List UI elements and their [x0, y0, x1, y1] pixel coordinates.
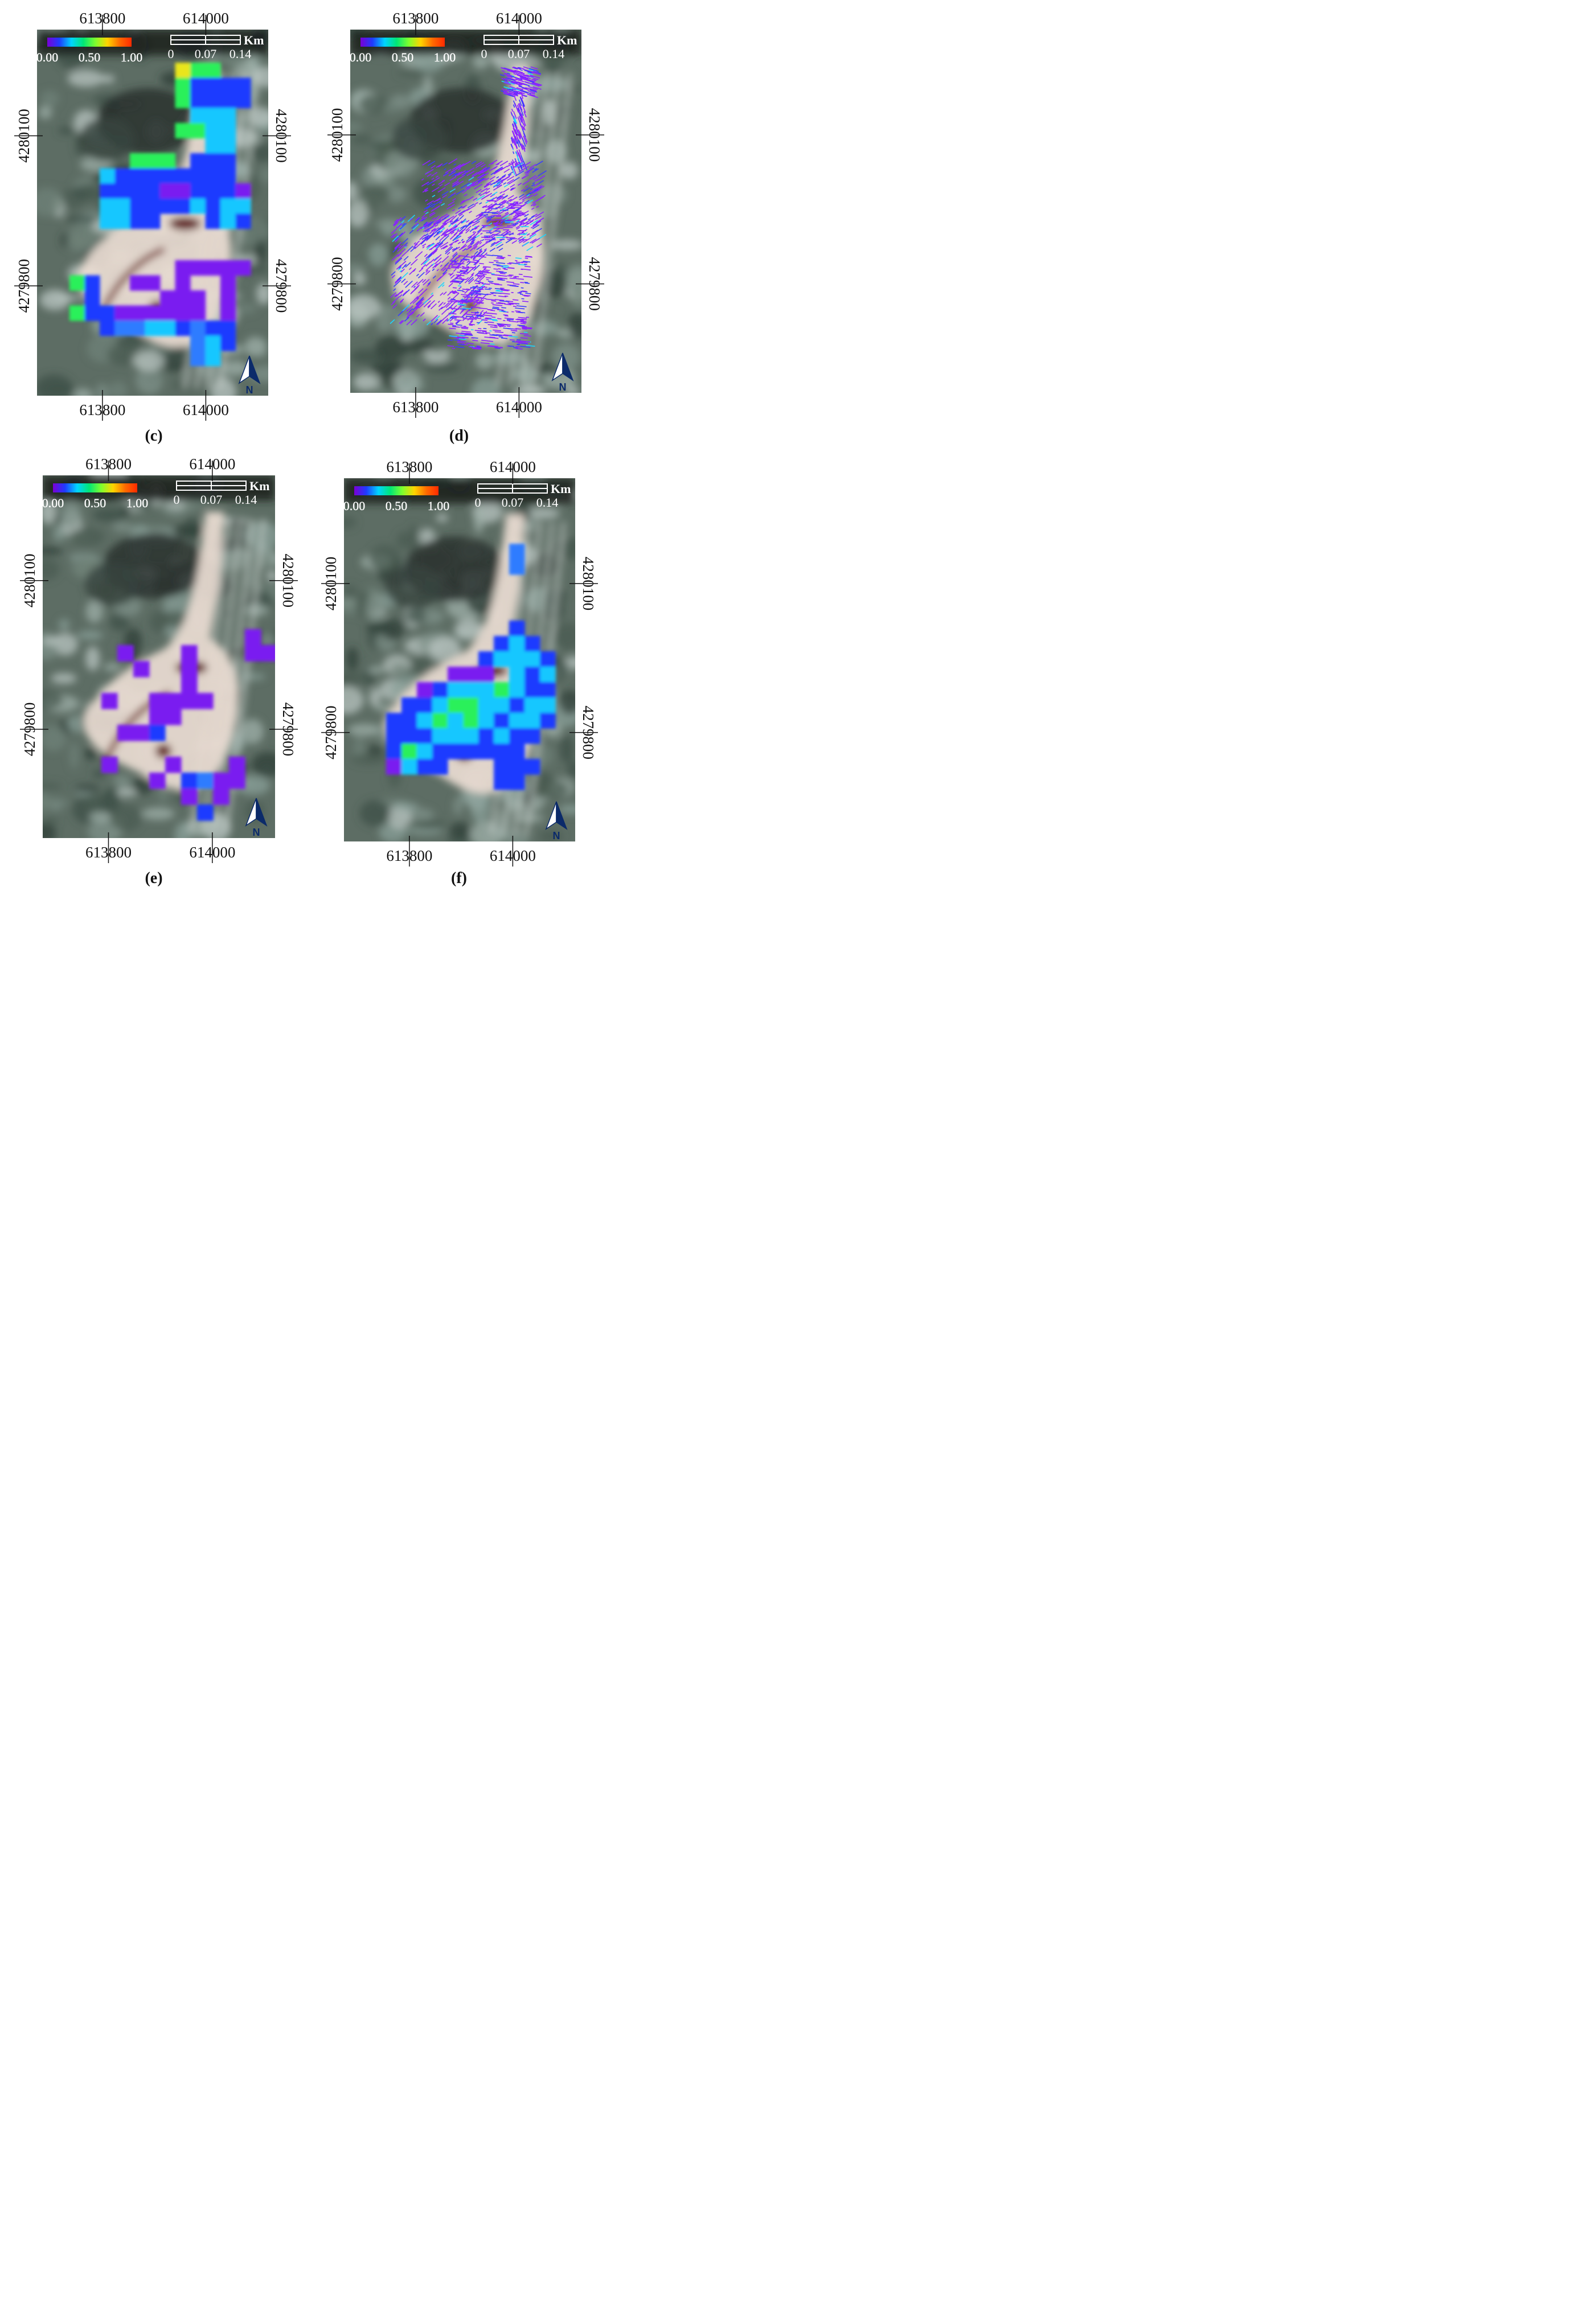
easting-label-bottom: 614000 [183, 401, 229, 418]
easting-label-bottom: 614000 [496, 399, 542, 416]
colorbar-legend: 0.00 0.50 1.00 [42, 483, 149, 510]
northing-label-left: 4279800 [15, 259, 32, 313]
northing-label-left: 4279800 [21, 703, 38, 757]
easting-label-top: 614000 [490, 458, 536, 475]
scale-bar-tick-label: 0.07 [502, 495, 524, 510]
probability-overlay [386, 544, 556, 790]
scale-bar-unit: Km [557, 33, 577, 47]
colorbar-tick-label: 1.00 [428, 499, 450, 513]
colorbar-tick-label: 0.50 [392, 50, 414, 64]
satellite-image [344, 478, 575, 841]
north-arrow-label: N [253, 827, 260, 838]
scale-bar-tick-label: 0.14 [235, 492, 257, 507]
colorbar-tick-label: 0.50 [386, 499, 408, 513]
colorbar-tick-label: 0.00 [350, 50, 372, 64]
easting-label-top: 613800 [85, 455, 132, 473]
north-arrow-icon: N [551, 352, 574, 393]
scale-bar-tick-label: 0.14 [543, 47, 565, 61]
scale-bar-tick-label: 0 [174, 492, 180, 507]
northing-label-right: 4280100 [280, 553, 297, 607]
satellite-image [43, 475, 275, 838]
easting-label-top: 614000 [189, 455, 235, 473]
scale-bar-tick-label: 0.07 [508, 47, 530, 61]
colorbar-tick-label: 0.00 [42, 496, 64, 510]
northing-label-left: 4280100 [329, 108, 346, 162]
northing-label-right: 4279800 [273, 259, 290, 313]
north-arrow-label: N [553, 830, 560, 841]
scale-bar-tick-label: 0.14 [536, 495, 559, 510]
colorbar-tick-label: 0.50 [79, 50, 101, 64]
easting-label-top: 613800 [79, 10, 125, 27]
northing-label-left: 4280100 [322, 557, 339, 611]
panel-caption-e: (e) [145, 869, 162, 887]
easting-label-top: 614000 [183, 10, 229, 27]
colorbar-legend: 0.00 0.50 1.00 [350, 38, 456, 64]
probability-overlay [101, 629, 275, 821]
northing-label-right: 4280100 [580, 557, 597, 611]
probability-overlay [69, 63, 251, 367]
north-arrow-icon: N [238, 355, 261, 396]
northing-label-left: 4280100 [15, 109, 32, 163]
easting-label-bottom: 614000 [189, 844, 235, 861]
colorbar-legend: 0.00 0.50 1.00 [36, 38, 143, 64]
colorbar-legend: 0.00 0.50 1.00 [343, 486, 450, 513]
easting-label-bottom: 613800 [85, 844, 132, 861]
north-arrow-icon: N [245, 798, 268, 838]
scale-bar-tick-label: 0.14 [230, 47, 252, 61]
northing-label-right: 4279800 [580, 705, 597, 759]
easting-label-bottom: 614000 [490, 847, 536, 864]
easting-label-bottom: 613800 [386, 847, 432, 864]
panel-caption-d: (d) [449, 427, 469, 445]
scale-bar-tick-label: 0 [475, 495, 481, 510]
scale-bar-tick-label: 0.07 [195, 47, 217, 61]
scale-bar-tick-label: 0 [481, 47, 487, 61]
northing-label-left: 4280100 [21, 553, 38, 607]
colorbar-tick-label: 1.00 [434, 50, 456, 64]
panel-caption-c: (c) [145, 427, 162, 445]
panel-caption-f: (f) [451, 869, 467, 887]
northing-label-right: 4279800 [586, 257, 603, 310]
northing-label-left: 4279800 [329, 257, 346, 310]
scale-bar-tick-label: 0 [168, 47, 174, 61]
northing-label-right: 4279800 [280, 703, 297, 757]
easting-label-bottom: 613800 [79, 401, 125, 418]
probability-overlay [390, 66, 547, 350]
satellite-image [350, 30, 581, 393]
north-arrow-icon: N [545, 801, 568, 841]
easting-label-top: 614000 [496, 10, 542, 27]
scale-bar-unit: Km [551, 482, 571, 496]
easting-label-top: 613800 [386, 458, 432, 475]
scale-bar-tick-label: 0.07 [200, 492, 223, 507]
colorbar-tick-label: 1.00 [121, 50, 143, 64]
northing-label-left: 4279800 [322, 705, 339, 759]
colorbar-tick-label: 0.50 [84, 496, 106, 510]
north-arrow-label: N [246, 384, 253, 396]
figure-svg: 0.00 0.50 1.00 0 0.07 0.14KmN6138006138006140… [14, 10, 604, 887]
figure: 0.00 0.50 1.00 0 0.07 0.14 Km N 613800 613800 6140… [0, 0, 615, 899]
satellite-image [37, 30, 268, 396]
colorbar-tick-label: 0.00 [343, 499, 366, 513]
northing-label-right: 4280100 [586, 108, 603, 162]
scale-bar-unit: Km [244, 33, 264, 47]
northing-label-right: 4280100 [273, 109, 290, 163]
easting-label-top: 613800 [392, 10, 439, 27]
colorbar-tick-label: 0.00 [36, 50, 59, 64]
easting-label-bottom: 613800 [392, 399, 439, 416]
colorbar-tick-label: 1.00 [126, 496, 149, 510]
scale-bar-unit: Km [249, 479, 269, 493]
north-arrow-label: N [559, 381, 567, 393]
